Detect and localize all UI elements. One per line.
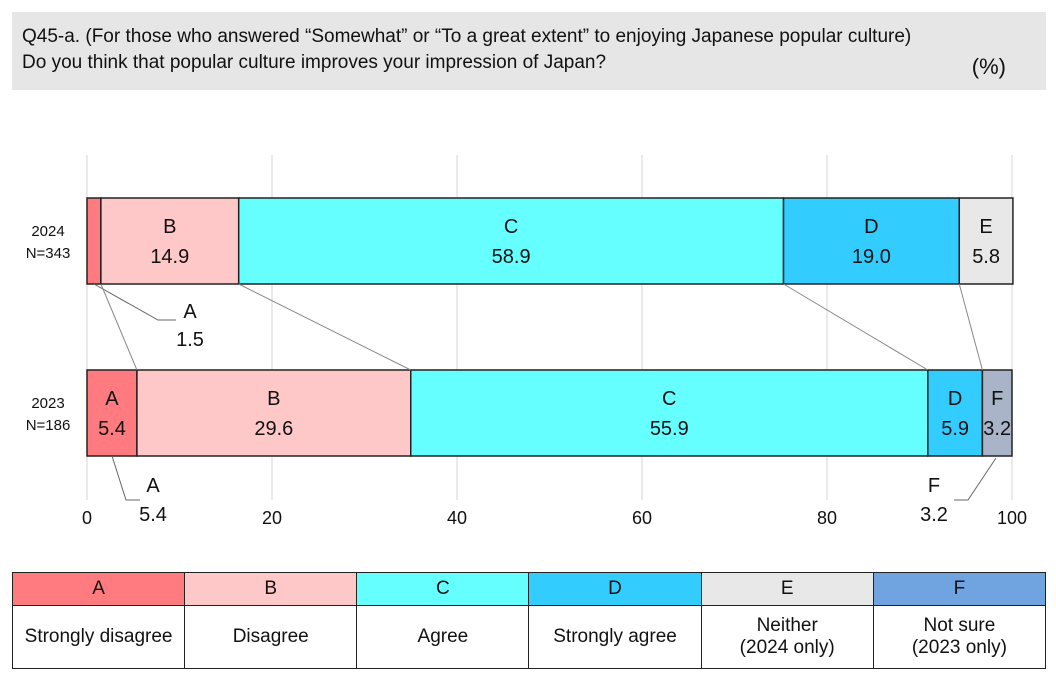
data-label-2023-A: 5.4 <box>139 504 167 526</box>
connector-line-C <box>783 283 929 371</box>
segment-letter-2023-D: D <box>948 388 962 410</box>
segment-letter-2023-F: F <box>991 388 1003 410</box>
callout-line-2023-A <box>111 455 140 501</box>
legend-desc-c: Agree <box>356 605 530 669</box>
stacked-bar-chart: 0 20 40 60 80 100 2024 N=343 2023 N=186 B 14.9 C 58.9… <box>26 155 1027 528</box>
data-label-2023-B: 29.6 <box>254 418 293 440</box>
x-tick-label-40: 40 <box>447 508 467 528</box>
data-label-2023-F: 3.2 <box>983 418 1011 440</box>
legend-desc-f-line1: Not sure <box>923 615 996 636</box>
bar-2024-segment-E <box>958 197 1014 285</box>
legend-key-c: C <box>356 572 530 606</box>
segment-letter-2023-C: C <box>662 388 676 410</box>
bar-label-n-2024: N=343 <box>26 245 71 262</box>
data-label-2023-D: 5.9 <box>941 418 969 440</box>
data-label-2023-F: 3.2 <box>920 504 948 526</box>
legend-key-a: A <box>11 572 186 606</box>
segment-letter-2024-E: E <box>979 216 992 238</box>
bar-2023-segment-D <box>927 369 984 457</box>
data-label-2024-D: 19.0 <box>852 246 891 268</box>
callout-letter-2023-A: A <box>146 475 160 497</box>
legend-desc-a-line1: Strongly disagree <box>24 626 173 647</box>
data-label-2023-C: 55.9 <box>650 418 689 440</box>
segment-letter-2024-D: D <box>864 216 878 238</box>
x-tick-label-20: 20 <box>262 508 282 528</box>
callout-letter-2024-A: A <box>183 301 197 323</box>
x-tick-label-80: 80 <box>817 508 837 528</box>
legend-desc-b-line1: Disagree <box>232 626 309 647</box>
legend-desc-c-line1: Agree <box>417 626 469 647</box>
bar-2024-segment-A <box>86 197 102 285</box>
bar-2023-segment-C <box>410 369 929 457</box>
legend-desc-f: Not sure (2023 only) <box>872 605 1047 669</box>
unit-label: (%) <box>971 54 1006 79</box>
data-label-2024-E: 5.8 <box>972 246 1000 268</box>
segment-letter-2024-B: B <box>163 216 176 238</box>
bar-2023-segment-B <box>136 369 412 457</box>
segment-letter-2023-A: A <box>105 388 119 410</box>
bar-2023-segment-A <box>86 369 138 457</box>
data-label-2023-A: 5.4 <box>98 418 126 440</box>
question-text-line1: Q45-a. (For those who answered “Somewhat… <box>22 26 912 47</box>
segment-letter-2024-C: C <box>504 216 518 238</box>
question-box: Q45-a. (For those who answered “Somewhat… <box>12 12 1046 90</box>
data-label-2024-C: 58.9 <box>492 246 531 268</box>
legend-desc-e: Neither (2024 only) <box>700 605 874 669</box>
segment-letter-2023-B: B <box>267 388 280 410</box>
x-tick-label-0: 0 <box>82 508 92 528</box>
connector-line-B <box>238 283 411 371</box>
legend-key-d: D <box>528 572 702 606</box>
callout-line-2023-F <box>954 457 997 501</box>
connector-line-A <box>100 283 138 371</box>
legend-desc-e-line1: Neither <box>756 615 818 636</box>
callout-line-2024-A <box>93 283 176 321</box>
question-text-line2: Do you think that popular culture improv… <box>22 52 607 73</box>
legend-desc-b: Disagree <box>184 605 358 669</box>
bar-2024-segment-B <box>100 197 240 285</box>
legend-desc-e-line2: (2024 only) <box>739 637 835 658</box>
x-tick-label-60: 60 <box>632 508 652 528</box>
legend-key-b: B <box>184 572 358 606</box>
bar-2024-segment-C <box>237 197 785 285</box>
legend-desc-f-line2: (2023 only) <box>911 637 1007 658</box>
bar-2023-segment-F <box>981 369 1013 457</box>
legend-table: A B C D E F Strongly disagree Disagree A… <box>11 572 1047 669</box>
bar-label-year-2023: 2023 <box>31 395 64 412</box>
legend-key-e: E <box>700 572 874 606</box>
legend-desc-d: Strongly agree <box>528 605 702 669</box>
data-label-2024-A: 1.5 <box>176 329 204 351</box>
callout-letter-2023-F: F <box>928 475 940 497</box>
bar-label-year-2024: 2024 <box>31 223 64 240</box>
bar-2024-segment-D <box>782 197 961 285</box>
data-label-2024-B: 14.9 <box>150 246 189 268</box>
x-tick-label-100: 100 <box>997 508 1027 528</box>
legend-key-f: F <box>872 572 1047 606</box>
legend-desc-a: Strongly disagree <box>11 605 186 669</box>
bar-label-n-2023: N=186 <box>26 417 71 434</box>
legend-desc-d-line1: Strongly agree <box>553 626 677 647</box>
connector-line-D <box>958 283 983 371</box>
